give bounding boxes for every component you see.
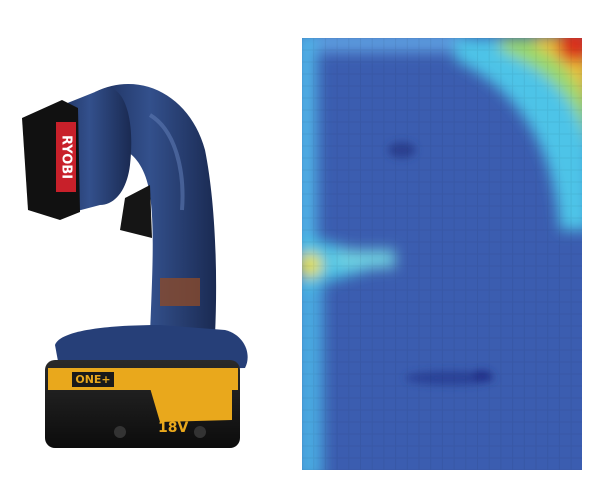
battery-label: ONE+ bbox=[75, 373, 110, 386]
heatmap bbox=[302, 38, 582, 470]
highlight bbox=[148, 113, 185, 211]
brand-label: RYOBI bbox=[59, 135, 74, 179]
screw bbox=[114, 426, 126, 438]
voltage-label: 18V bbox=[158, 420, 188, 436]
heatmap-grid bbox=[302, 38, 582, 470]
flashlight-photo: RYOBI ONE+ 18V bbox=[22, 84, 248, 448]
trigger bbox=[120, 185, 152, 238]
battery-panel bbox=[150, 388, 232, 422]
screw bbox=[194, 426, 206, 438]
handle-sticker bbox=[160, 278, 200, 306]
badge bbox=[72, 372, 114, 387]
brand-plate bbox=[56, 122, 76, 192]
